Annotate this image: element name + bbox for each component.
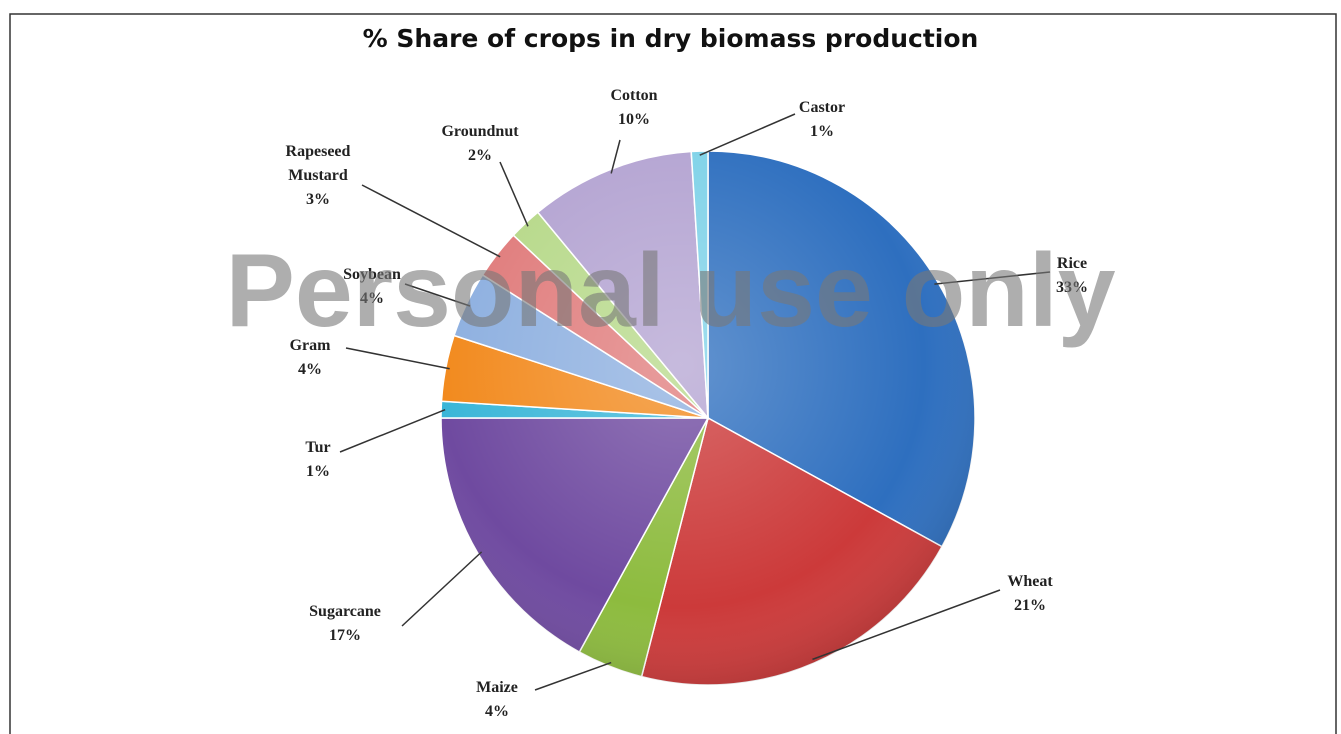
frame — [9, 13, 1337, 734]
chart-title: % Share of crops in dry biomass producti… — [362, 24, 979, 53]
leader-line — [401, 551, 483, 627]
category-label: Maize — [476, 679, 518, 696]
leader-line — [534, 661, 612, 691]
leader-line — [699, 113, 796, 156]
category-label: Groundnut — [441, 123, 519, 140]
watermark: Personal use only — [225, 233, 1116, 349]
value-label: 4% — [298, 361, 322, 378]
value-label: 1% — [305, 463, 330, 480]
data-label: Groundnut 2% — [441, 120, 518, 168]
data-label: Sugarcane 17% — [309, 600, 381, 648]
data-label: Gram 4% — [290, 334, 331, 382]
leader-line — [499, 161, 529, 227]
data-label: Wheat 21% — [1007, 570, 1052, 618]
data-label: Maize 4% — [476, 676, 518, 724]
value-label: 33% — [1056, 279, 1088, 296]
value-label: 17% — [329, 627, 361, 644]
value-label: 2% — [467, 147, 492, 164]
value-label: 3% — [306, 191, 330, 208]
category-label: Rapeseed Mustard — [285, 143, 351, 184]
category-label: Castor — [798, 99, 846, 116]
category-label: Tur — [305, 439, 331, 456]
value-label: 4% — [485, 703, 509, 720]
data-label: Rapeseed Mustard 3% — [273, 140, 363, 212]
data-label: Tur 1% — [305, 436, 330, 484]
category-label: Sugarcane — [309, 603, 381, 620]
category-label: Wheat — [1007, 573, 1053, 590]
value-label: 4% — [359, 290, 384, 307]
leader-line — [345, 347, 450, 370]
data-label: Soybean 4% — [343, 263, 401, 311]
category-label: Soybean — [343, 266, 401, 283]
category-label: Rice — [1056, 255, 1088, 272]
category-label: Gram — [289, 337, 331, 354]
data-label: Castor 1% — [799, 96, 845, 144]
data-label: Cotton 10% — [610, 84, 657, 132]
leader-line — [339, 409, 446, 453]
value-label: 1% — [810, 123, 834, 140]
value-label: 10% — [617, 111, 650, 128]
category-label: Cotton — [610, 87, 658, 104]
data-label: Rice 33% — [1056, 252, 1088, 300]
value-label: 21% — [1013, 597, 1046, 614]
